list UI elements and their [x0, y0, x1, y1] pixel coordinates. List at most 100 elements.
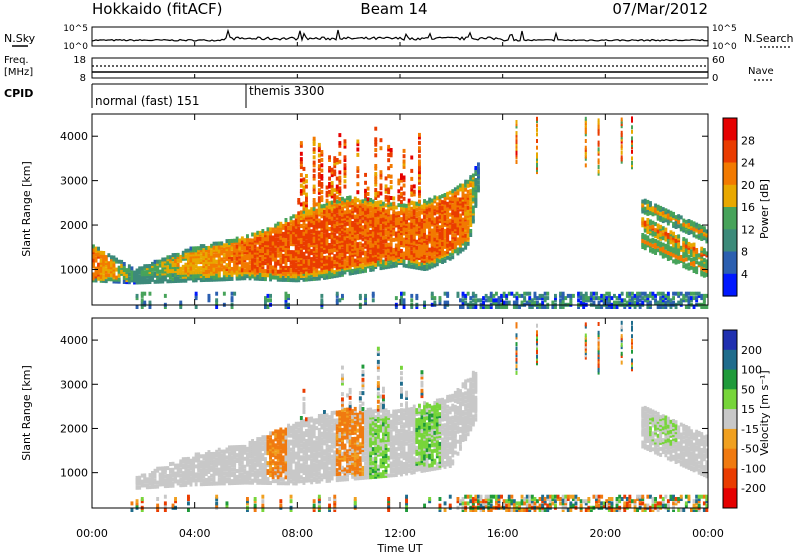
- power-cell: [672, 259, 675, 264]
- power-cell: [441, 260, 444, 264]
- power-cell: [400, 293, 403, 298]
- power-cell: [471, 205, 475, 210]
- power-cell: [305, 184, 308, 189]
- power-cell: [374, 172, 378, 176]
- power-cell: [143, 264, 147, 269]
- power-cell: [636, 300, 639, 305]
- power-cell: [461, 217, 465, 222]
- power-cell: [561, 291, 565, 296]
- power-cell: [620, 298, 624, 303]
- power-cell: [430, 228, 434, 233]
- power-cell: [317, 174, 321, 179]
- velocity-cell: [148, 485, 152, 490]
- power-cell: [469, 305, 473, 309]
- power-cell: [325, 185, 329, 190]
- power-cell: [471, 181, 475, 186]
- power-cell: [325, 255, 329, 260]
- power-cell: [312, 270, 316, 275]
- velocity-cell: [171, 481, 175, 486]
- power-cell: [600, 305, 604, 309]
- power-cell: [379, 183, 383, 188]
- power-cell: [392, 196, 396, 201]
- power-cell: [325, 275, 329, 280]
- power-cell: [682, 296, 686, 301]
- power-cell: [471, 298, 475, 303]
- power-cell: [597, 122, 600, 127]
- power-cell: [376, 200, 380, 205]
- power-cell: [661, 226, 665, 231]
- power-cell: [659, 232, 663, 237]
- power-cell: [666, 300, 670, 305]
- power-cell: [305, 223, 308, 228]
- power-cell: [610, 296, 614, 301]
- velocity-cell: [158, 482, 162, 487]
- power-cell: [302, 190, 306, 195]
- power-cell: [233, 244, 237, 249]
- power-cell: [366, 192, 370, 196]
- nave-tick-bottom: 0: [712, 73, 718, 84]
- power-cell: [346, 227, 349, 232]
- power-cell: [312, 190, 316, 194]
- power-cell: [343, 260, 347, 265]
- power-cell: [607, 293, 611, 298]
- power-cell: [631, 300, 634, 305]
- velocity-cell: [269, 431, 272, 436]
- power-cell: [127, 264, 131, 269]
- power-cell: [317, 188, 321, 193]
- power-cell: [533, 291, 537, 296]
- power-cell: [287, 293, 290, 298]
- power-cell: [176, 276, 180, 281]
- power-cell: [387, 158, 391, 163]
- power-cell: [400, 203, 403, 208]
- power-cell: [379, 175, 383, 180]
- nave-label: Nave: [748, 66, 774, 77]
- power-cell: [684, 229, 688, 234]
- power-cell: [335, 225, 339, 230]
- power-cell: [697, 291, 701, 296]
- power-cell: [387, 152, 391, 157]
- velocity-cell: [145, 483, 149, 488]
- power-cell: [163, 293, 167, 298]
- power-cell: [625, 300, 629, 305]
- power-cell: [631, 160, 633, 165]
- power-cell: [464, 193, 468, 198]
- power-cell: [271, 265, 275, 270]
- power-cell: [179, 278, 183, 283]
- power-cell: [407, 230, 411, 235]
- power-cell: [536, 296, 539, 301]
- power-cell: [410, 246, 414, 251]
- power-cell: [374, 193, 378, 198]
- power-cell: [246, 274, 249, 279]
- power-cell: [618, 300, 622, 305]
- power-cell: [312, 163, 316, 168]
- power-cell: [264, 296, 267, 301]
- power-cell: [207, 269, 211, 274]
- power-cell: [430, 208, 434, 213]
- power-cell: [623, 298, 627, 303]
- power-cell: [305, 203, 308, 208]
- power-cell: [299, 210, 303, 215]
- power-cell: [572, 293, 575, 298]
- velocity-cell: [220, 473, 224, 478]
- power-cell: [328, 209, 331, 214]
- velocity-cell: [135, 475, 139, 480]
- velocity-cell: [233, 467, 237, 472]
- power-cell: [569, 300, 573, 305]
- power-cell: [443, 250, 447, 255]
- power-cell: [335, 298, 339, 303]
- nsky-label: N.Sky: [4, 32, 36, 45]
- power-cell: [264, 261, 267, 266]
- power-cell: [371, 213, 375, 218]
- power-cell: [464, 205, 468, 210]
- power-cell: [261, 243, 265, 247]
- power-cell: [315, 248, 319, 253]
- power-cell: [369, 211, 373, 216]
- power-cell: [684, 293, 688, 298]
- velocity-cell: [169, 462, 172, 466]
- power-cell: [687, 296, 691, 301]
- power-cell: [415, 245, 419, 250]
- power-cell: [312, 206, 316, 211]
- power-cell: [656, 240, 660, 245]
- power-cell: [256, 230, 260, 235]
- power-cell: [464, 293, 468, 298]
